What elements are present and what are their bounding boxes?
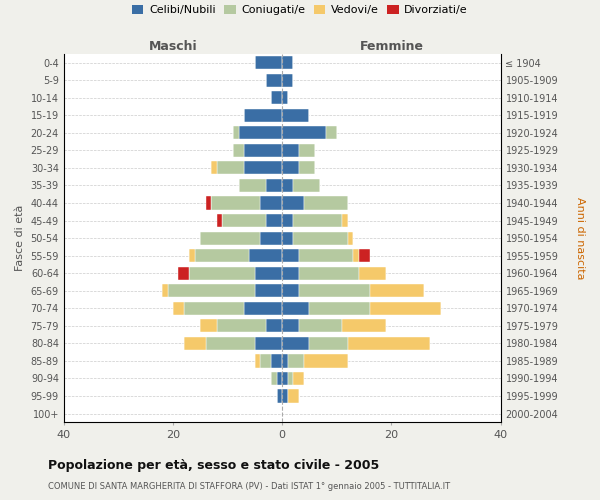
Bar bbox=[282, 179, 293, 192]
Bar bbox=[190, 266, 255, 280]
Bar bbox=[260, 196, 282, 209]
Bar bbox=[287, 354, 304, 368]
Bar bbox=[266, 74, 282, 86]
Bar bbox=[266, 320, 282, 332]
Bar bbox=[239, 179, 266, 192]
Text: Femmine: Femmine bbox=[359, 40, 424, 54]
Bar bbox=[310, 302, 370, 315]
Bar bbox=[190, 249, 195, 262]
Bar bbox=[255, 284, 282, 298]
Bar bbox=[299, 266, 359, 280]
Bar bbox=[359, 266, 386, 280]
Bar bbox=[255, 56, 282, 69]
Bar bbox=[206, 196, 211, 209]
Bar bbox=[326, 126, 337, 140]
Bar bbox=[348, 232, 353, 244]
Bar bbox=[244, 302, 282, 315]
Bar bbox=[250, 249, 282, 262]
Bar bbox=[342, 214, 348, 227]
Bar bbox=[277, 390, 282, 402]
Bar bbox=[342, 320, 386, 332]
Bar bbox=[282, 372, 287, 385]
Bar bbox=[299, 144, 315, 157]
Text: Maschi: Maschi bbox=[149, 40, 197, 54]
Bar bbox=[282, 214, 293, 227]
Bar bbox=[370, 284, 424, 298]
Bar bbox=[282, 320, 299, 332]
Bar bbox=[299, 162, 315, 174]
Bar bbox=[206, 337, 255, 350]
Bar bbox=[255, 337, 282, 350]
Bar bbox=[359, 249, 370, 262]
Bar bbox=[244, 108, 282, 122]
Bar bbox=[299, 320, 342, 332]
Bar bbox=[244, 162, 282, 174]
Bar bbox=[195, 249, 250, 262]
Bar bbox=[255, 354, 260, 368]
Bar bbox=[304, 196, 348, 209]
Bar bbox=[162, 284, 167, 298]
Text: COMUNE DI SANTA MARGHERITA DI STAFFORA (PV) - Dati ISTAT 1° gennaio 2005 - TUTTI: COMUNE DI SANTA MARGHERITA DI STAFFORA (… bbox=[48, 482, 450, 491]
Bar bbox=[299, 249, 353, 262]
Bar bbox=[173, 302, 184, 315]
Y-axis label: Fasce di età: Fasce di età bbox=[15, 205, 25, 272]
Bar bbox=[211, 162, 217, 174]
Bar bbox=[282, 232, 293, 244]
Bar bbox=[282, 249, 299, 262]
Bar bbox=[282, 108, 310, 122]
Bar bbox=[282, 354, 287, 368]
Bar bbox=[271, 354, 282, 368]
Legend: Celibi/Nubili, Coniugati/e, Vedovi/e, Divorziati/e: Celibi/Nubili, Coniugati/e, Vedovi/e, Di… bbox=[128, 0, 472, 20]
Bar bbox=[244, 144, 282, 157]
Bar bbox=[293, 232, 348, 244]
Bar bbox=[217, 320, 266, 332]
Bar bbox=[282, 144, 299, 157]
Bar bbox=[271, 91, 282, 104]
Bar bbox=[222, 214, 266, 227]
Bar bbox=[184, 337, 206, 350]
Bar bbox=[293, 214, 342, 227]
Y-axis label: Anni di nascita: Anni di nascita bbox=[575, 197, 585, 280]
Bar bbox=[370, 302, 440, 315]
Bar bbox=[184, 302, 244, 315]
Bar bbox=[233, 126, 239, 140]
Bar bbox=[277, 372, 282, 385]
Bar bbox=[217, 214, 222, 227]
Bar bbox=[282, 302, 310, 315]
Bar bbox=[282, 266, 299, 280]
Bar bbox=[282, 162, 299, 174]
Bar bbox=[293, 179, 320, 192]
Bar bbox=[239, 126, 282, 140]
Bar bbox=[304, 354, 348, 368]
Bar bbox=[217, 162, 244, 174]
Bar bbox=[211, 196, 260, 209]
Bar bbox=[200, 320, 217, 332]
Bar bbox=[260, 232, 282, 244]
Bar bbox=[299, 284, 370, 298]
Bar bbox=[260, 354, 271, 368]
Bar bbox=[310, 337, 348, 350]
Bar bbox=[178, 266, 190, 280]
Bar bbox=[282, 56, 293, 69]
Bar bbox=[271, 372, 277, 385]
Bar bbox=[282, 74, 293, 86]
Bar bbox=[353, 249, 359, 262]
Bar bbox=[282, 337, 310, 350]
Bar bbox=[293, 372, 304, 385]
Bar bbox=[266, 179, 282, 192]
Bar bbox=[255, 266, 282, 280]
Bar bbox=[282, 284, 299, 298]
Bar bbox=[287, 390, 299, 402]
Bar bbox=[167, 284, 255, 298]
Bar bbox=[282, 196, 304, 209]
Text: Popolazione per età, sesso e stato civile - 2005: Popolazione per età, sesso e stato civil… bbox=[48, 460, 379, 472]
Bar bbox=[282, 390, 287, 402]
Bar bbox=[348, 337, 430, 350]
Bar bbox=[266, 214, 282, 227]
Bar bbox=[287, 372, 293, 385]
Bar bbox=[233, 144, 244, 157]
Bar bbox=[200, 232, 260, 244]
Bar bbox=[282, 126, 326, 140]
Bar bbox=[282, 91, 287, 104]
